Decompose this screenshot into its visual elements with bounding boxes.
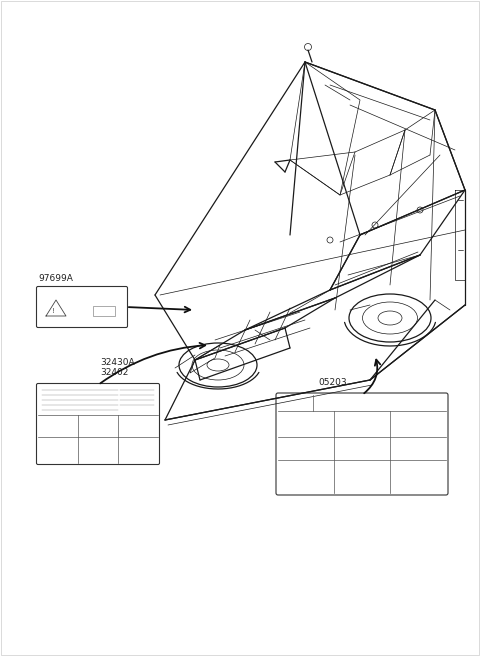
Text: !: ! [52,308,55,314]
Text: 97699A: 97699A [38,274,73,283]
Text: 05203: 05203 [318,378,347,387]
Text: 32402: 32402 [100,368,128,377]
Bar [93,306,115,316]
Text: 32430A: 32430A [100,358,134,367]
